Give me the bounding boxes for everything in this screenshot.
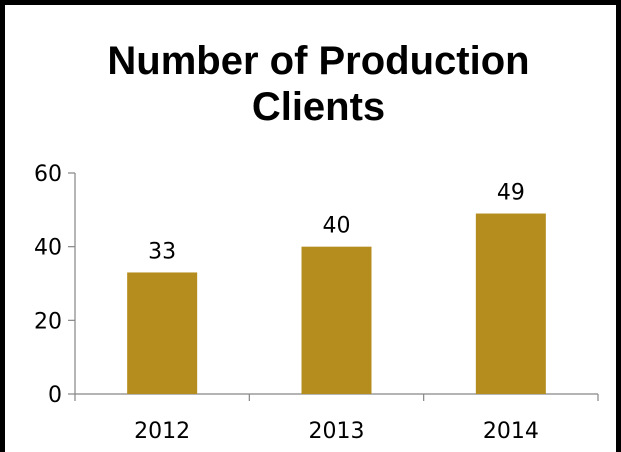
bar-2014 [475,213,546,394]
chart-title: Number of Production Clients [8,38,621,130]
x-axis: 2012 2013 2014 [74,393,599,444]
data-label: 49 [497,181,525,206]
bar-2012 [127,272,198,394]
bars [127,213,546,394]
x-tick-label: 2012 [134,419,190,444]
x-tick-label: 2014 [483,419,539,444]
data-label: 40 [323,214,351,239]
x-tick-label: 2013 [309,419,365,444]
y-axis: 0 20 40 60 [34,162,76,408]
data-label: 33 [148,239,176,264]
chart-title-line-1: Number of Production [107,39,530,83]
data-labels: 33 40 49 [148,181,525,265]
bar-2013 [301,246,372,394]
chart-title-line-2: Clients [251,85,386,129]
y-tick-label: 60 [34,162,62,187]
y-tick-label: 0 [48,383,62,408]
y-tick-label: 20 [34,309,62,334]
y-tick-label: 40 [34,236,62,261]
